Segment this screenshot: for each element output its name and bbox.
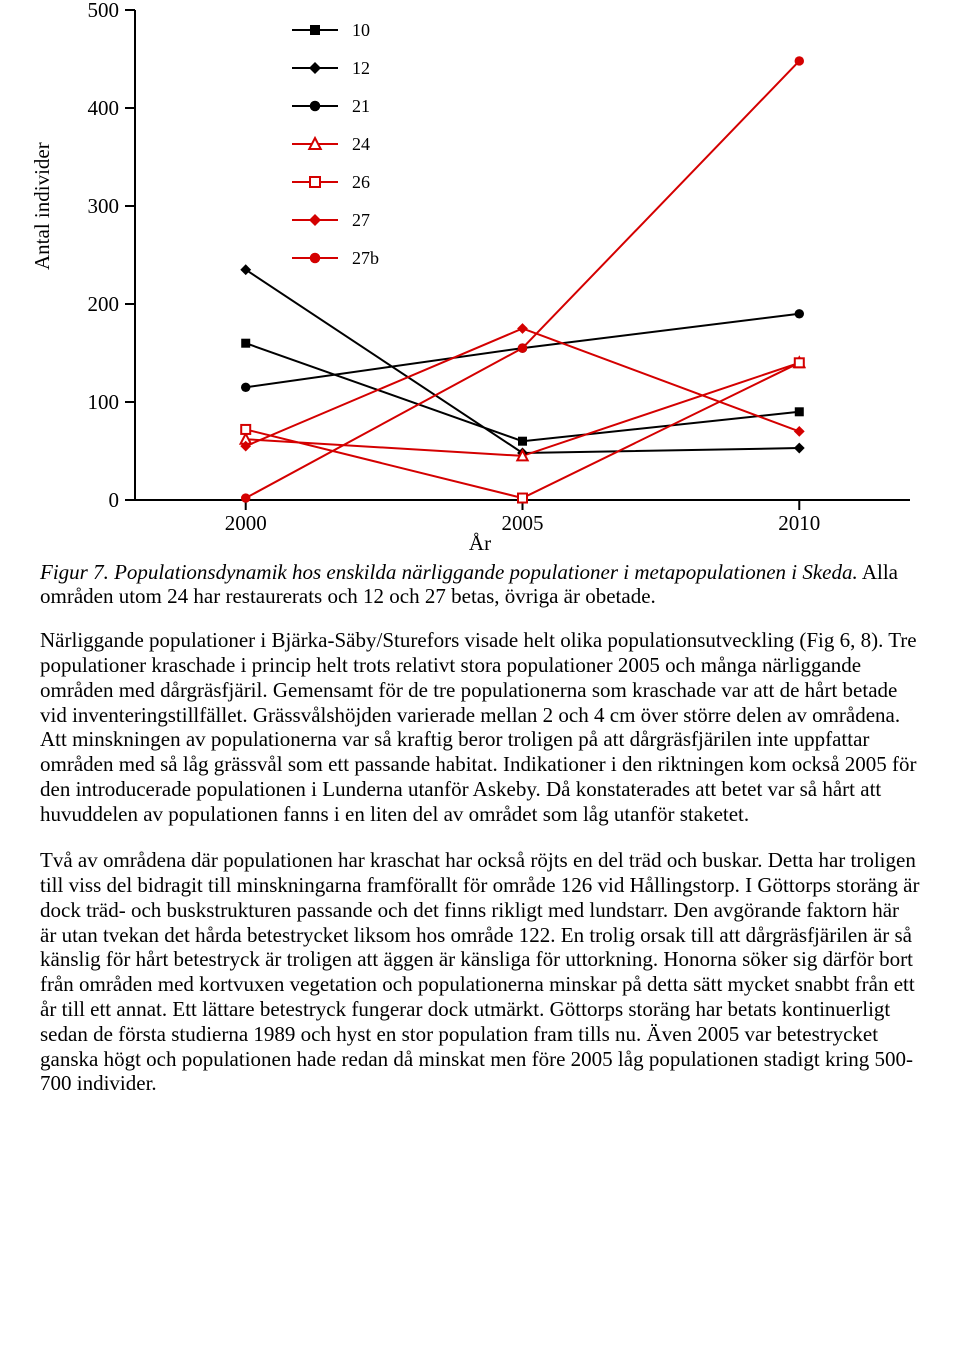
- y-axis-label: Antal individer: [30, 142, 55, 270]
- body-paragraph-2: Två av områdena där populationen har kra…: [40, 848, 920, 1096]
- svg-text:12: 12: [352, 58, 370, 78]
- svg-text:27: 27: [352, 210, 370, 230]
- svg-text:24: 24: [352, 134, 370, 154]
- x-axis-label: År: [469, 531, 491, 556]
- svg-text:400: 400: [88, 96, 120, 120]
- figure-caption: Figur 7. Populationsdynamik hos enskilda…: [40, 560, 920, 608]
- svg-text:300: 300: [88, 194, 120, 218]
- population-chart: Antal individer 010020030040050020002005…: [40, 0, 920, 550]
- body-paragraph-1: Närliggande populationer i Bjärka-Säby/S…: [40, 628, 920, 826]
- svg-text:27b: 27b: [352, 248, 379, 268]
- caption-title: Figur 7. Populationsdynamik hos enskilda…: [40, 560, 858, 584]
- svg-text:2000: 2000: [225, 511, 267, 535]
- svg-text:100: 100: [88, 390, 120, 414]
- chart-svg: 0 100 200 300 400 500 2000 2005 2010 10 12 21 24 26 27…: [40, 0, 920, 540]
- svg-text:500: 500: [88, 0, 120, 22]
- svg-text:2005: 2005: [502, 511, 544, 535]
- svg-text:0: 0: [109, 488, 120, 512]
- svg-text:10: 10: [352, 20, 370, 40]
- svg-text:2010: 2010: [778, 511, 820, 535]
- svg-text:26: 26: [352, 172, 370, 192]
- svg-text:200: 200: [88, 292, 120, 316]
- svg-text:21: 21: [352, 96, 370, 116]
